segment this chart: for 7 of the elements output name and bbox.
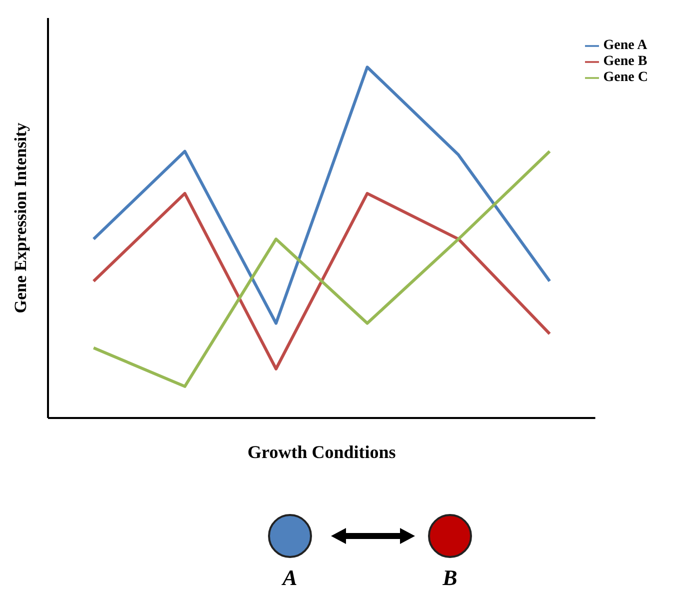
legend-label: Gene A	[603, 38, 648, 53]
y-axis-title: Gene Expression Intensity	[11, 122, 30, 314]
legend-label: Gene B	[603, 54, 648, 69]
x-axis-title: Growth Conditions	[248, 442, 396, 462]
text: A	[280, 565, 298, 590]
text: B	[442, 565, 458, 590]
legend-label: Gene C	[603, 70, 648, 85]
